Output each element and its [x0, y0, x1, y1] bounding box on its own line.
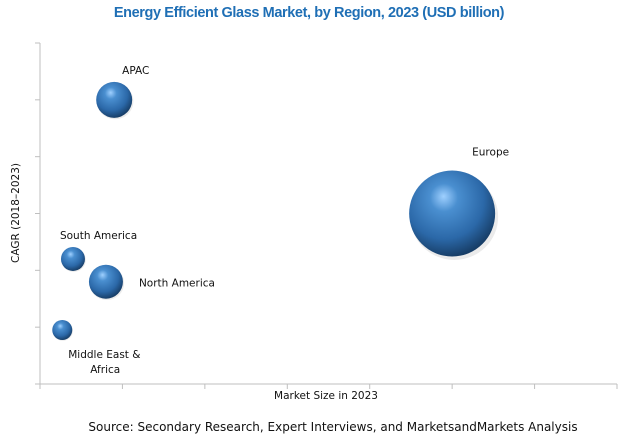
x-axis-title: Market Size in 2023 [274, 390, 378, 402]
bubble-middle-east-africa [52, 320, 73, 341]
label-south-america: South America [60, 230, 137, 242]
label-line: APAC [122, 65, 149, 77]
bubble-europe [409, 170, 496, 257]
label-line: Europe [472, 147, 509, 159]
bubble-labels: APAC Europe South America North America Midd… [60, 65, 509, 376]
x-ticks [39, 384, 618, 389]
axes [35, 42, 618, 389]
bubble-north-america [88, 264, 123, 299]
label-north-america: North America [139, 278, 215, 290]
label-middle-east-africa: Middle East & Africa [68, 349, 140, 376]
chart-title: Energy Efficient Glass Market, by Region… [114, 5, 505, 21]
y-ticks [35, 42, 40, 385]
label-apac: APAC [122, 65, 149, 77]
label-europe: Europe [472, 147, 509, 159]
label-line: South America [60, 230, 137, 242]
bubbles [52, 81, 499, 341]
bubble-south-america [60, 246, 85, 271]
label-line: Africa [90, 364, 120, 376]
bubble-apac [96, 81, 133, 118]
label-line: North America [139, 278, 215, 290]
source-note: Source: Secondary Research, Expert Inter… [88, 420, 577, 434]
label-line: Middle East & [68, 349, 140, 361]
y-axis-title: CAGR (2018–2023) [10, 163, 22, 263]
